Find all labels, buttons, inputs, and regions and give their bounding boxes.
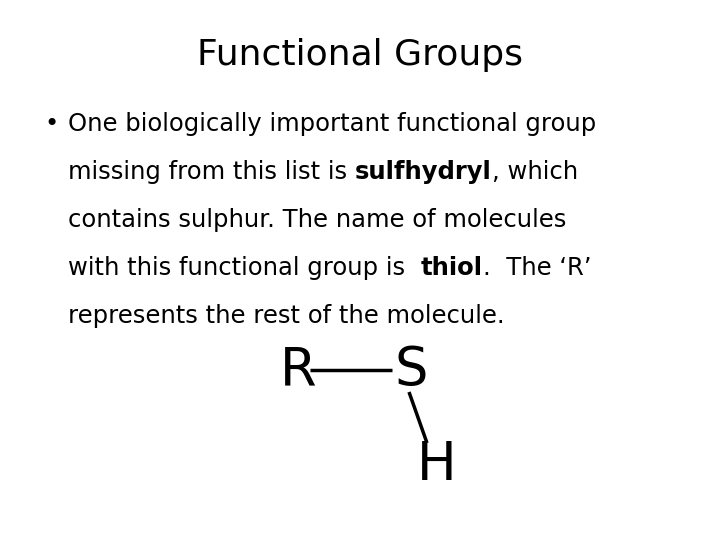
Text: with this functional group is: with this functional group is — [68, 256, 420, 280]
Text: missing from this list is: missing from this list is — [68, 160, 355, 184]
Text: •: • — [44, 112, 58, 136]
Text: Functional Groups: Functional Groups — [197, 38, 523, 72]
Text: .  The ‘R’: . The ‘R’ — [482, 256, 591, 280]
Text: R: R — [280, 344, 317, 396]
Text: , which: , which — [492, 160, 577, 184]
Text: One biologically important functional group: One biologically important functional gr… — [68, 112, 596, 136]
Text: represents the rest of the molecule.: represents the rest of the molecule. — [68, 304, 505, 328]
Text: thiol: thiol — [420, 256, 482, 280]
Text: H: H — [417, 439, 456, 491]
Text: S: S — [395, 344, 428, 396]
Text: contains sulphur. The name of molecules: contains sulphur. The name of molecules — [68, 208, 567, 232]
Text: sulfhydryl: sulfhydryl — [355, 160, 492, 184]
